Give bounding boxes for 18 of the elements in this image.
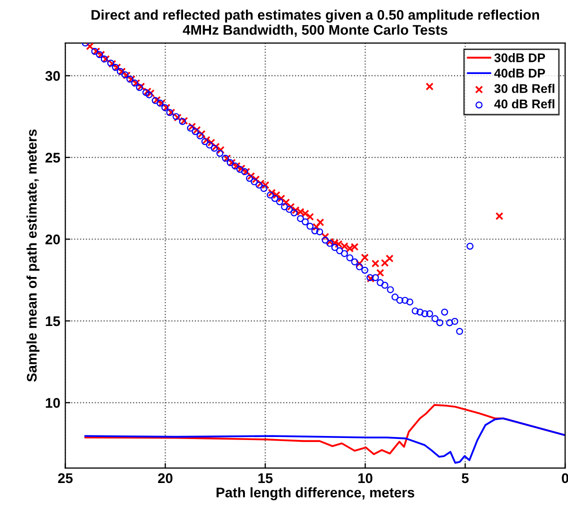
legend-label: 30dB DP (494, 53, 546, 62)
x-tick-label: 10 (358, 473, 372, 484)
x-tick-label: 5 (462, 473, 469, 484)
x-tick-label: 15 (258, 473, 273, 484)
y-axis-title: Sample mean of path estimate, meters (26, 130, 40, 382)
y-tick-label: 20 (45, 234, 60, 244)
legend-label: 40 dB Refl (494, 99, 554, 108)
legend-label: 30 dB Refl (494, 84, 554, 94)
chart-title: Direct and reflected path estimates given a 0.50 amplitude reflection 4MHz Bandwidth, 500 Monte Carlo Tests (92, 10, 540, 37)
y-tick-label: 30 (45, 71, 60, 81)
x-tick-label: 20 (158, 473, 172, 484)
x-tick-label: 0 (562, 473, 568, 484)
y-tick-label: 10 (46, 398, 60, 408)
x-axis-title: Path length difference, meters (216, 487, 414, 500)
y-tick-label: 25 (45, 152, 60, 163)
x-tick-label: 25 (58, 473, 73, 484)
legend-label: 40dB DP (494, 68, 546, 78)
y-tick-label: 15 (46, 316, 60, 326)
